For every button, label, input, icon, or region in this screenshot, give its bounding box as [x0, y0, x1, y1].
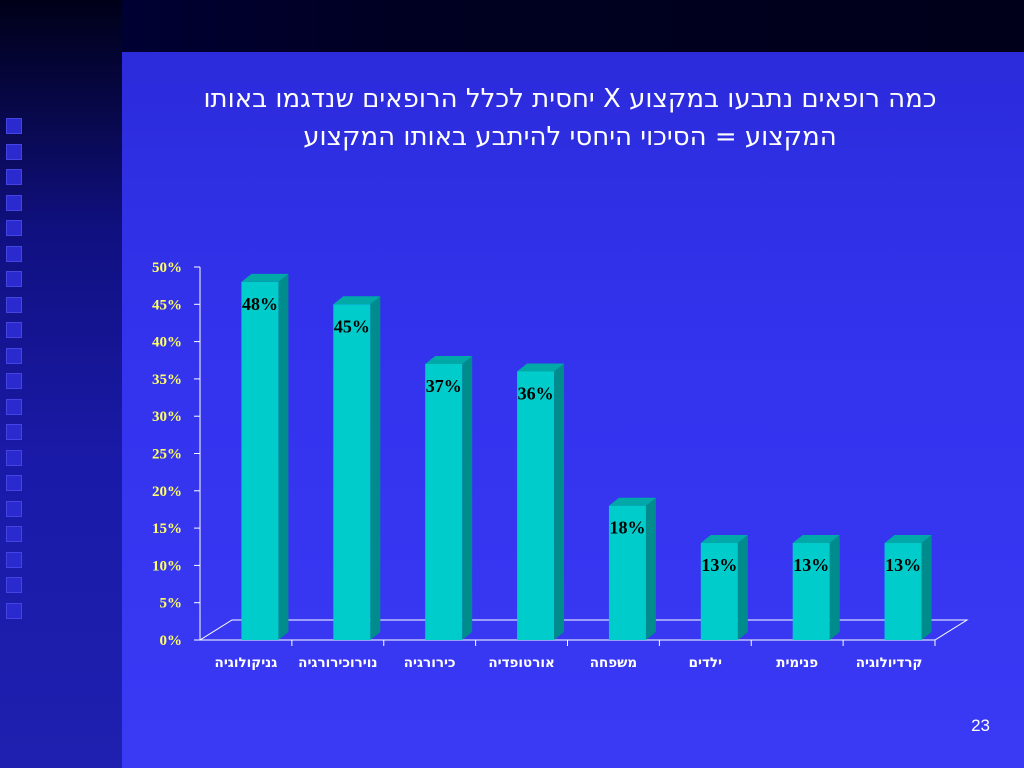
bar-side	[829, 535, 840, 640]
bar-side	[645, 497, 656, 640]
bar-side	[370, 296, 381, 640]
decorative-square	[6, 143, 22, 160]
x-category-label: אורטופדיה	[488, 655, 554, 671]
y-tick-label: 30%	[152, 409, 182, 425]
decorative-square	[6, 449, 22, 466]
slide-title: כמה רופאים נתבעו במקצוע X יחסית לכלל הרו…	[130, 80, 1010, 156]
decorative-square	[6, 475, 22, 491]
decorative-square	[6, 271, 22, 287]
decorative-square	[6, 551, 22, 568]
data-label: 45%	[334, 316, 370, 336]
y-tick-label: 5%	[160, 596, 183, 612]
decorative-square	[6, 373, 22, 389]
y-tick-label: 40%	[152, 335, 182, 351]
bar	[792, 543, 830, 640]
decorative-square	[6, 220, 22, 236]
bar	[333, 304, 371, 640]
bar	[700, 543, 738, 640]
x-category-label: ילדים	[689, 655, 722, 671]
bar-side	[554, 363, 565, 640]
bar-top	[700, 535, 748, 544]
data-label: 36%	[518, 383, 554, 403]
data-label: 13%	[701, 555, 737, 575]
bar-top	[608, 497, 656, 506]
decorative-square	[6, 194, 22, 211]
y-tick-label: 35%	[152, 372, 182, 388]
y-tick-label: 45%	[152, 297, 182, 313]
y-tick-label: 50%	[152, 260, 182, 276]
bar-top	[333, 296, 381, 305]
bar-top	[425, 355, 473, 364]
data-label: 13%	[793, 555, 829, 575]
title-line-2: המקצוע = הסיכוי היחסי להיתבע באותו המקצו…	[303, 122, 837, 152]
bar-top	[792, 535, 840, 544]
decorative-square	[6, 296, 22, 313]
decorative-square	[6, 577, 22, 593]
bar-side	[462, 355, 473, 640]
bar-side	[737, 535, 748, 640]
bar	[884, 543, 922, 640]
decorative-square	[6, 500, 22, 517]
data-label: 13%	[885, 555, 921, 575]
decorative-square	[6, 118, 22, 134]
x-category-label: פנימית	[776, 655, 818, 671]
y-tick-label: 25%	[152, 447, 182, 463]
left-square-pattern	[6, 118, 30, 638]
y-tick-label: 0%	[160, 633, 183, 649]
decorative-square	[6, 526, 22, 542]
bar-side	[921, 535, 932, 640]
x-category-label: גניקולוגיה	[215, 655, 278, 671]
x-category-label: קרדיולוגיה	[856, 655, 923, 671]
bar	[517, 371, 555, 640]
y-tick-label: 10%	[152, 558, 182, 574]
data-label: 37%	[426, 376, 462, 396]
y-tick-label: 20%	[152, 484, 182, 500]
decorative-square	[6, 245, 22, 262]
x-category-label: כירורגיה	[404, 655, 456, 671]
decorative-square	[6, 424, 22, 440]
bar-top	[517, 363, 565, 372]
decorative-square	[6, 169, 22, 185]
bar-top	[884, 535, 932, 544]
bar	[241, 281, 279, 640]
x-category-label: משפחה	[590, 655, 637, 671]
bar-chart: 0% 5% 10% 15% 20% 25% 30% 35% 40% 45% 50% 48% גניקול…	[152, 260, 969, 671]
title-line-1: כמה רופאים נתבעו במקצוע X יחסית לכלל הרו…	[203, 84, 937, 114]
decorative-square	[6, 322, 22, 338]
bar	[425, 363, 463, 640]
decorative-square	[6, 347, 22, 364]
bar	[608, 505, 646, 640]
slide-number: 23	[971, 716, 990, 735]
left-decorative-strip	[0, 0, 122, 768]
chart-floor	[198, 619, 969, 641]
bar-top	[241, 273, 289, 282]
y-tick-label: 15%	[152, 521, 182, 537]
x-category-label: נוירוכירורגיה	[298, 655, 377, 671]
data-label: 18%	[609, 518, 645, 538]
data-label: 48%	[242, 294, 278, 314]
decorative-square	[6, 398, 22, 415]
decorative-square	[6, 602, 22, 619]
bar-side	[278, 273, 289, 640]
top-band	[0, 0, 1024, 52]
